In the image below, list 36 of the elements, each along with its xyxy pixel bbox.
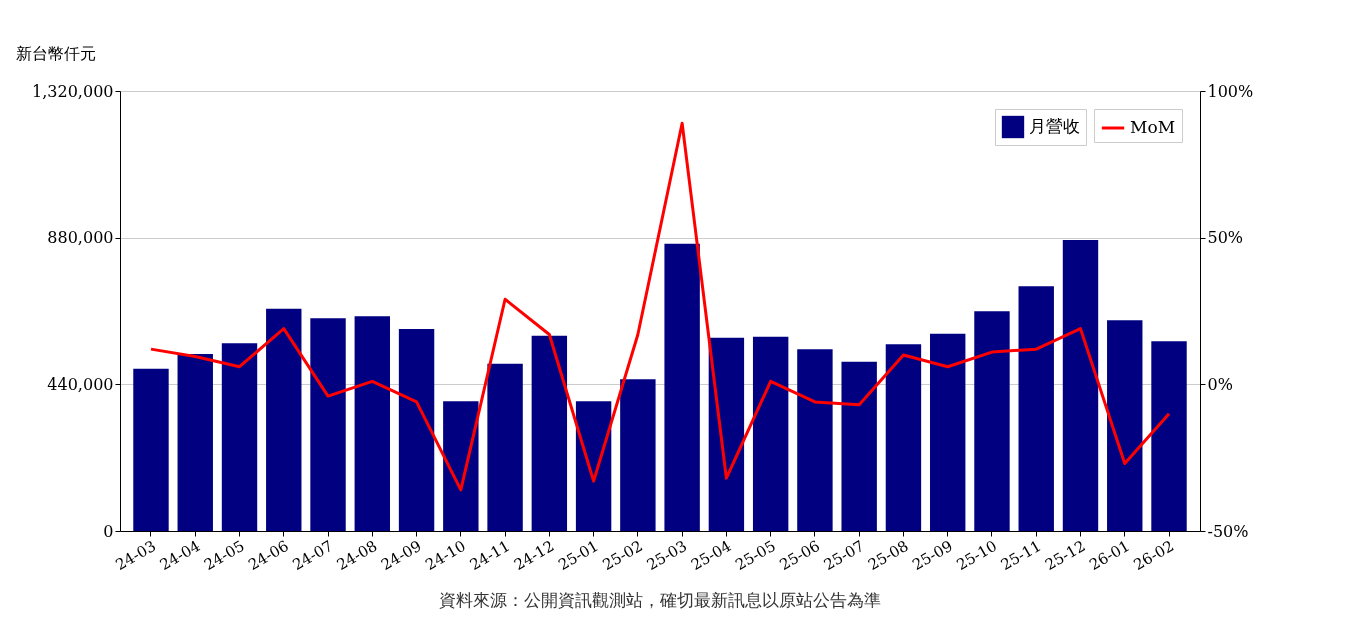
bar [575, 401, 612, 531]
bar [841, 361, 877, 531]
y2-tick-label: -50% [1207, 521, 1249, 541]
y-axis-title: 新台幣仟元 [15, 43, 96, 63]
bar [487, 363, 523, 531]
bar [708, 337, 745, 531]
y2-tick-label: 0% [1207, 374, 1233, 394]
bar [1107, 320, 1143, 531]
bar [664, 243, 700, 531]
bar [221, 343, 258, 531]
bar [1018, 286, 1054, 531]
bar [752, 336, 789, 531]
bar [133, 368, 169, 531]
legend-label: MoM [1130, 117, 1176, 137]
bar [974, 311, 1010, 531]
source-note: 資料來源：公開資訊觀測站，確切最新訊息以原站公告為準 [439, 589, 881, 610]
bar [443, 401, 479, 531]
bar [531, 335, 568, 531]
bar [177, 354, 213, 531]
y-tick-label: 440,000 [47, 374, 114, 394]
bar [1062, 240, 1099, 531]
bar [310, 318, 346, 531]
bar [885, 344, 922, 531]
y-tick-label: 0 [103, 521, 114, 541]
bar [266, 308, 302, 531]
bar [797, 349, 833, 531]
y2-tick-label: 50% [1207, 228, 1244, 248]
y-tick-label: 880,000 [47, 228, 114, 248]
bar [354, 316, 390, 531]
bar [930, 333, 966, 531]
y-tick-label: 1,320,000 [32, 81, 114, 101]
bar [620, 379, 656, 531]
bar [1151, 341, 1187, 531]
bar [398, 329, 435, 531]
y2-tick-label: 100% [1207, 81, 1254, 101]
legend-label: 月營收 [1029, 116, 1080, 136]
